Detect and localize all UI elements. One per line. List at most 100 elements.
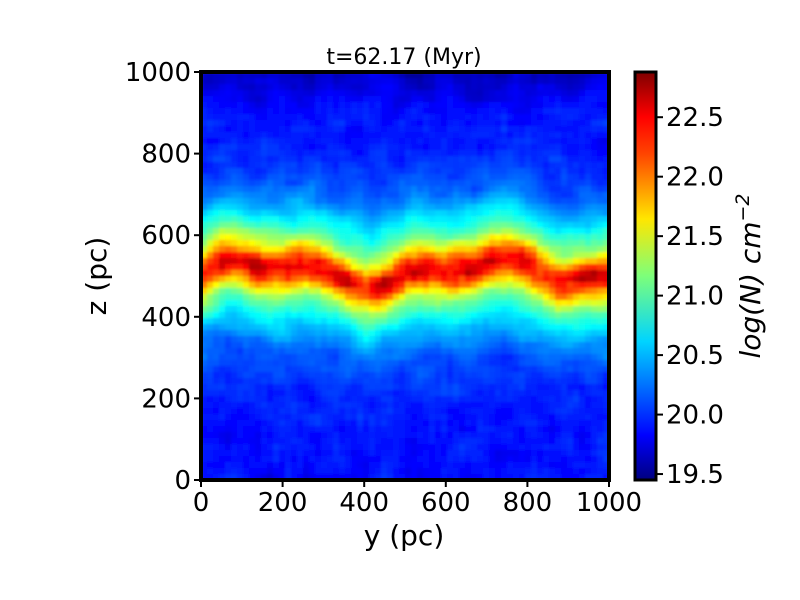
field-cell [345,198,352,205]
field-cell [231,198,238,205]
field-cell [507,294,514,301]
field-cell [207,246,214,253]
field-cell [219,384,226,391]
field-cell [459,432,466,439]
field-cell [201,264,208,271]
field-cell [495,348,502,355]
field-cell [201,288,208,295]
field-cell [387,72,394,79]
field-cell [561,300,568,307]
field-cell [285,204,292,211]
field-cell [483,420,490,427]
field-cell [405,270,412,277]
field-cell [513,240,520,247]
field-cell [243,372,250,379]
field-cell [387,258,394,265]
field-cell [525,108,532,115]
field-cell [501,462,508,469]
field-cell [519,456,526,463]
field-cell [267,168,274,175]
field-cell [357,294,364,301]
field-cell [585,222,592,229]
field-cell [585,72,592,79]
field-cell [393,198,400,205]
field-cell [567,240,574,247]
field-cell [447,216,454,223]
field-cell [321,138,328,145]
field-cell [213,408,220,415]
field-cell [279,444,286,451]
field-cell [555,138,562,145]
field-cell [459,216,466,223]
field-cell [585,204,592,211]
field-cell [429,192,436,199]
field-cell [321,318,328,325]
field-cell [411,462,418,469]
field-cell [417,336,424,343]
field-cell [531,90,538,97]
field-cell [357,366,364,373]
field-cell [237,402,244,409]
field-cell [207,306,214,313]
field-cell [465,270,472,277]
field-cell [531,132,538,139]
field-cell [459,174,466,181]
field-cell [603,132,609,139]
field-cell [453,474,460,480]
field-cell [219,132,226,139]
field-cell [423,366,430,373]
field-cell [459,414,466,421]
field-cell [213,282,220,289]
field-cell [495,276,502,283]
field-cell [297,366,304,373]
field-cell [315,168,322,175]
field-cell [429,132,436,139]
field-cell [201,258,208,265]
field-cell [279,102,286,109]
field-cell [363,378,370,385]
field-cell [207,186,214,193]
field-cell [315,204,322,211]
field-cell [531,240,538,247]
field-cell [279,150,286,157]
field-cell [303,414,310,421]
field-cell [525,228,532,235]
field-cell [261,174,268,181]
field-cell [573,282,580,289]
field-cell [435,78,442,85]
field-cell [543,174,550,181]
field-cell [423,456,430,463]
field-cell [411,228,418,235]
field-cell [555,282,562,289]
field-cell [447,432,454,439]
field-cell [585,438,592,445]
field-cell [537,432,544,439]
field-cell [465,156,472,163]
field-cell [267,276,274,283]
field-cell [321,312,328,319]
field-cell [579,336,586,343]
field-cell [369,360,376,367]
field-cell [483,192,490,199]
field-cell [237,264,244,271]
field-cell [375,246,382,253]
field-cell [603,264,609,271]
field-cell [453,264,460,271]
field-cell [501,114,508,121]
field-cell [219,312,226,319]
field-cell [267,198,274,205]
field-cell [327,168,334,175]
field-cell [267,306,274,313]
field-cell [537,354,544,361]
field-cell [237,348,244,355]
field-cell [297,240,304,247]
field-cell [561,462,568,469]
field-cell [333,102,340,109]
field-cell [387,96,394,103]
field-cell [567,96,574,103]
field-cell [387,456,394,463]
field-cell [213,330,220,337]
field-cell [477,234,484,241]
field-cell [381,336,388,343]
field-cell [483,312,490,319]
